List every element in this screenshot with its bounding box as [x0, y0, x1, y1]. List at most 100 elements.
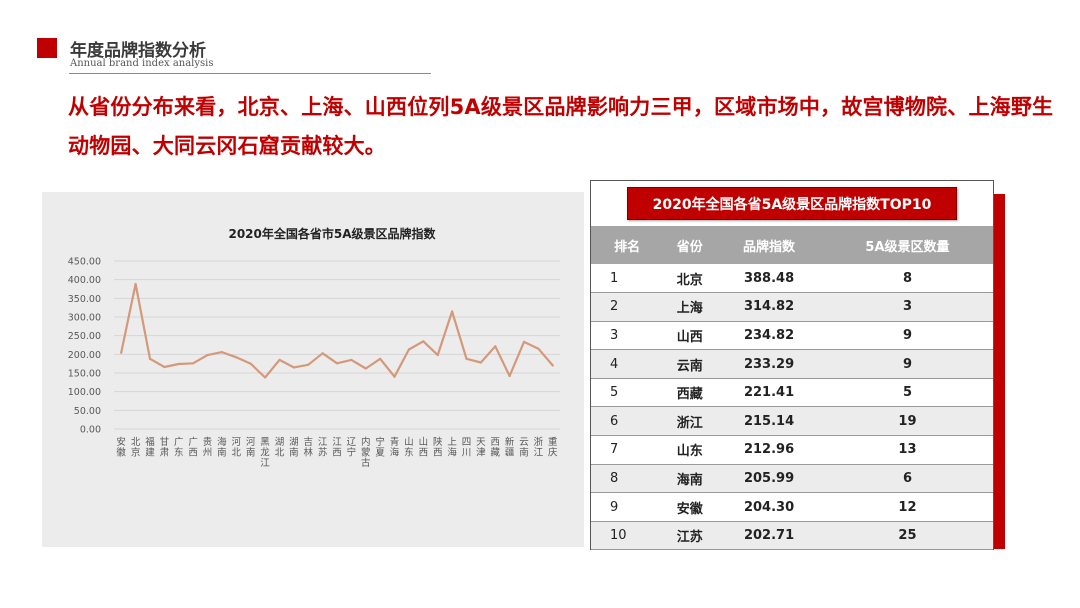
x-tick-label: 黑龙江 [260, 437, 270, 469]
data-point [249, 362, 252, 365]
data-point [494, 345, 497, 348]
rank-cell: 7 [591, 435, 664, 465]
data-point [364, 367, 367, 370]
data-point [522, 340, 526, 344]
data-point [508, 374, 511, 378]
x-tick-label: 湖南 [289, 437, 299, 459]
y-tick-label: 450.00 [68, 257, 101, 268]
table-row: 3 山西 234.82 9 [591, 321, 993, 351]
line-chart: 2020年全国各省市5A级景区品牌指数 0.00 50.00 100.00 150.00… [68, 226, 560, 469]
y-tick-label: 0.00 [80, 425, 101, 436]
y-tick-label: 50.00 [74, 406, 101, 417]
y-tick-label: 100.00 [68, 387, 101, 398]
count-cell: 13 [821, 435, 993, 465]
x-tick-label: 贵州 [203, 436, 213, 459]
rank-cell: 8 [591, 464, 664, 494]
data-point [537, 347, 540, 350]
data-point [436, 353, 439, 357]
x-tick-label: 广东 [174, 436, 184, 459]
province-cell: 江苏 [663, 521, 717, 551]
y-tick-label: 200.00 [68, 350, 101, 361]
rank-cell: 2 [591, 292, 664, 322]
province-cell: 云南 [663, 349, 717, 379]
x-tick-label: 北京 [131, 437, 141, 459]
count-cell: 6 [821, 464, 993, 494]
data-point [220, 350, 224, 354]
header-province: 省份 [663, 226, 717, 264]
province-cell: 上海 [663, 292, 717, 322]
table-row: 5 西藏 221.41 5 [591, 378, 993, 408]
province-cell: 西藏 [663, 378, 717, 408]
table-row: 9 安徽 204.30 12 [591, 492, 993, 522]
data-point [321, 352, 324, 355]
data-point [335, 362, 339, 365]
data-point [235, 356, 238, 359]
rank-cell: 6 [591, 406, 664, 437]
data-point [465, 357, 468, 360]
index-cell: 204.30 [716, 492, 822, 522]
count-cell: 9 [821, 349, 993, 379]
province-cell: 山西 [663, 321, 717, 351]
x-tick-label: 江苏 [318, 437, 328, 459]
index-cell: 202.71 [716, 521, 822, 551]
table-row: 1 北京 388.48 8 [591, 264, 993, 294]
x-tick-label: 安徽 [116, 436, 126, 459]
header-accent-square [37, 38, 57, 58]
header-rank: 排名 [591, 226, 664, 264]
data-point [551, 364, 554, 367]
data-point [479, 361, 482, 364]
count-cell: 3 [821, 292, 993, 322]
table-row: 4 云南 233.29 9 [591, 349, 993, 379]
data-point [379, 357, 382, 360]
rank-cell: 9 [591, 492, 664, 522]
y-tick-label: 400.00 [68, 275, 101, 286]
x-tick-label: 新疆 [505, 436, 515, 459]
data-point [177, 362, 180, 366]
x-tick-label: 山西 [419, 437, 429, 459]
x-tick-label: 河南 [246, 436, 256, 459]
index-cell: 215.14 [716, 406, 822, 437]
y-tick-label: 350.00 [68, 294, 101, 305]
x-tick-label: 湖北 [275, 437, 285, 459]
x-tick-label: 天津 [476, 437, 486, 459]
table-header-row: 排名 省份 品牌指数 5A级景区数量 [591, 226, 993, 264]
line-chart-panel: 2020年全国各省市5A级景区品牌指数 0.00 50.00 100.00 150.00… [42, 192, 584, 547]
section-title: 年度品牌指数分析 [70, 41, 206, 61]
rank-cell: 10 [591, 521, 664, 551]
count-cell: 19 [821, 406, 993, 437]
table-row: 10 江苏 202.71 25 [591, 521, 993, 551]
y-tick-label: 250.00 [68, 331, 101, 342]
count-cell: 25 [821, 521, 993, 551]
x-tick-label: 西藏 [491, 437, 501, 459]
data-point [292, 366, 295, 369]
top10-table: 排名 省份 品牌指数 5A级景区数量 1 北京 388.48 8 2 上海 314.82 3 3… [591, 226, 993, 551]
data-point [134, 282, 137, 286]
data-point [450, 310, 454, 313]
data-point [192, 362, 195, 365]
x-tick-label: 青海 [390, 436, 400, 459]
table-row: 8 海南 205.99 6 [591, 464, 993, 494]
index-cell: 314.82 [716, 292, 822, 322]
data-point [278, 358, 281, 362]
data-point [307, 363, 310, 366]
x-tick-label: 重庆 [548, 436, 558, 459]
header-divider [69, 73, 431, 74]
data-point [120, 351, 123, 354]
x-tick-label: 山东 [404, 437, 414, 459]
x-tick-label: 陕西 [433, 436, 443, 459]
rank-cell: 4 [591, 349, 664, 379]
x-tick-label: 福建 [145, 436, 155, 459]
rank-cell: 1 [591, 264, 664, 294]
x-tick-label: 内蒙古 [361, 436, 371, 469]
chart-title: 2020年全国各省市5A级景区品牌指数 [228, 226, 436, 241]
x-tick-label: 海南 [217, 436, 227, 459]
x-tick-label: 辽宁 [347, 436, 357, 459]
data-point [148, 357, 152, 360]
count-cell: 12 [821, 492, 993, 522]
province-cell: 浙江 [663, 406, 717, 437]
rank-cell: 5 [591, 378, 664, 408]
index-cell: 388.48 [716, 264, 822, 294]
data-point [350, 358, 353, 362]
index-cell: 233.29 [716, 349, 822, 379]
index-cell: 212.96 [716, 435, 822, 465]
